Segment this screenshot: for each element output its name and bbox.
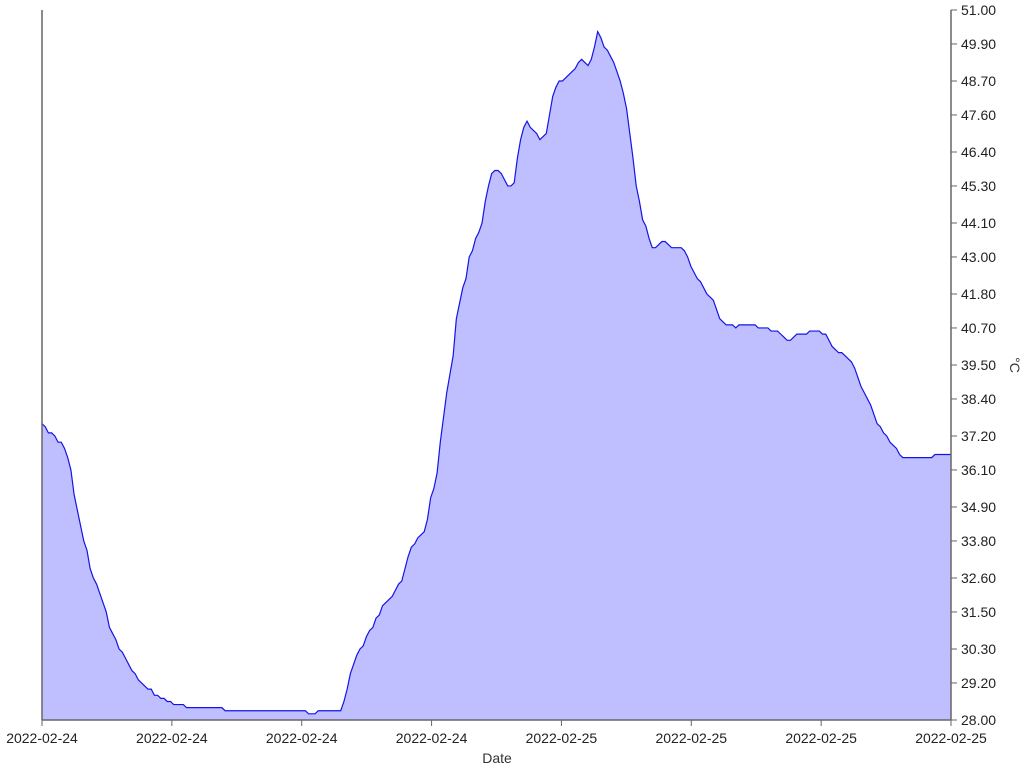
series-line [41, 29, 951, 715]
series-area-fill [42, 31, 951, 721]
y-tick-label: 43.00 [961, 249, 996, 265]
y-tick-label: 36.10 [961, 462, 996, 478]
x-tick-label: 2022-02-25 [655, 730, 727, 746]
x-tick-label: 2022-02-24 [136, 730, 208, 746]
area-layer [41, 29, 951, 721]
y-tick-label: 37.20 [961, 428, 996, 444]
y-tick-label: 31.50 [961, 604, 996, 620]
y-tick-label: 48.70 [961, 73, 996, 89]
y-tick-label: 34.90 [961, 499, 996, 515]
y-tick-label: 51.00 [961, 2, 996, 18]
x-tick-label: 2022-02-24 [266, 730, 338, 746]
y-tick-label: 29.20 [961, 675, 996, 691]
x-axis-title: Date [482, 750, 512, 766]
x-tick-label: 2022-02-25 [526, 730, 598, 746]
y-tick-label: 39.50 [961, 357, 996, 373]
y-tick-label: 30.30 [961, 641, 996, 657]
y-axis-title: °C [1007, 357, 1023, 373]
y-tick-label: 40.70 [961, 320, 996, 336]
x-tick-label: 2022-02-24 [396, 730, 468, 746]
y-tick-label: 46.40 [961, 144, 996, 160]
x-tick-label: 2022-02-24 [6, 730, 78, 746]
y-tick-label: 49.90 [961, 36, 996, 52]
y-tick-label: 33.80 [961, 533, 996, 549]
x-axis-ticks: 2022-02-24 2022-02-24 2022-02-24 2022-02-24… [6, 720, 987, 746]
x-tick-label: 2022-02-25 [785, 730, 857, 746]
y-axis-ticks: 28.00 29.20 30.30 31.50 32.60 33.80 34.90 36.10… [951, 2, 996, 728]
y-tick-label: 45.30 [961, 178, 996, 194]
y-tick-label: 32.60 [961, 570, 996, 586]
y-tick-label: 47.60 [961, 107, 996, 123]
y-tick-label: 41.80 [961, 286, 996, 302]
y-tick-label: 38.40 [961, 391, 996, 407]
x-tick-label: 2022-02-25 [915, 730, 987, 746]
y-tick-label: 28.00 [961, 712, 996, 728]
y-tick-label: 44.10 [961, 215, 996, 231]
